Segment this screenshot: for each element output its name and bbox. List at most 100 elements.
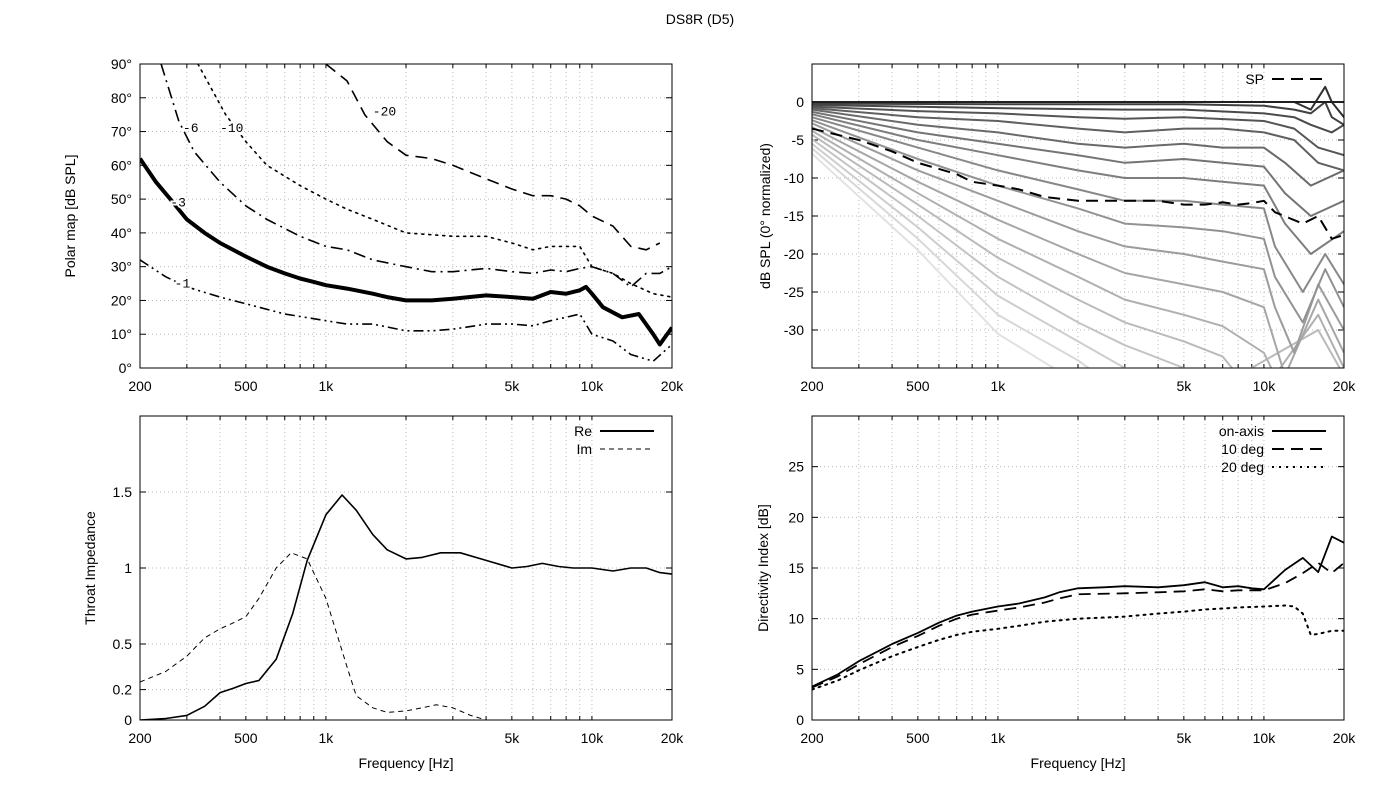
y-axis-label: Polar map [dB SPL] [62, 155, 78, 278]
x-tick-label: 500 [906, 378, 930, 394]
polar-curve-50deg [812, 119, 1344, 324]
y-tick-label: 10° [111, 326, 132, 342]
series-line-Im [140, 552, 551, 720]
y-tick-label: 40° [111, 225, 132, 241]
contour-label: -1 [175, 277, 191, 292]
plot-area [140, 64, 672, 362]
plot-frame [811, 63, 1345, 369]
y-tick-label: 70° [111, 124, 132, 140]
y-tick-label: -25 [784, 284, 804, 300]
y-tick-label: 0.2 [113, 682, 133, 698]
y-axis-label: Throat Impedance [82, 511, 98, 625]
y-tick-label: 20° [111, 292, 132, 308]
y-axis-label: Directivity Index [dB] [755, 504, 771, 632]
x-tick-label: 1k [319, 378, 335, 394]
series-line-Re [140, 494, 672, 720]
polar-curve-45deg [812, 116, 1344, 293]
polar-curve-55deg [812, 122, 1344, 354]
polar-curve-20deg [812, 105, 1344, 157]
y-tick-label: 80° [111, 90, 132, 106]
polar-curve-90deg [812, 152, 1056, 368]
x-tick-label: 10k [1253, 730, 1277, 746]
x-tick-label: 200 [128, 378, 152, 394]
x-tick-label: 5k [504, 730, 520, 746]
legend-label: 20 deg [1221, 459, 1264, 475]
chart-di: 0 5 10 15 20 25 200 500 1k 5k 10k 20k Frequency [Hz]… [755, 415, 1357, 771]
y-tick-label: 50° [111, 191, 132, 207]
x-tick-label: 20k [1333, 730, 1357, 746]
plot-area [812, 535, 1344, 691]
polar-curve-30deg [812, 108, 1344, 187]
x-tick-label: 20k [661, 730, 685, 746]
x-tick-label: 10k [581, 378, 605, 394]
x-tick-label: 500 [906, 730, 930, 746]
polar-curve-85deg [812, 147, 1091, 368]
series-line--6 [160, 64, 672, 288]
series-line-10-deg [812, 562, 1344, 689]
y-tick-label: 0.5 [113, 636, 133, 652]
x-tick-label: 200 [800, 730, 824, 746]
x-tick-label: 200 [800, 378, 824, 394]
plot-frame [811, 415, 1345, 721]
x-tick-label: 5k [1176, 378, 1192, 394]
y-tick-label: 30° [111, 259, 132, 275]
polar-curve-25deg [812, 107, 1344, 172]
series-line--3 [140, 157, 672, 347]
polar-curve-35deg [812, 110, 1344, 217]
y-tick-label: 90° [111, 56, 132, 72]
y-tick-label: -10 [784, 170, 804, 186]
y-tick-label: -30 [784, 322, 804, 338]
polar-curve-40deg [812, 113, 1344, 255]
y-tick-label: 0 [796, 712, 804, 728]
polar-curve-75deg [812, 138, 1187, 368]
legend-label: on-axis [1219, 423, 1264, 439]
series-line-SP [812, 127, 1344, 240]
x-tick-label: 5k [1176, 730, 1192, 746]
y-tick-label: 60° [111, 157, 132, 173]
plot-frame [139, 415, 673, 721]
legend-label: SP [1245, 71, 1264, 87]
chart-spl: 0 -5 -10 -15 -20 -25 -30 200 500 1k 5k 10k 20k dB SPL… [757, 63, 1357, 394]
y-tick-label: 0 [796, 94, 804, 110]
y-tick-label: 5 [796, 661, 804, 677]
polar-curve-10deg [812, 101, 1344, 126]
series-line--20 [325, 64, 661, 251]
x-tick-label: 20k [1333, 378, 1357, 394]
x-tick-label: 10k [1253, 378, 1277, 394]
y-tick-label: -5 [792, 132, 805, 148]
y-tick-label: 20 [788, 509, 804, 525]
x-tick-label: 5k [504, 378, 520, 394]
series-line-on-axis [812, 535, 1344, 688]
y-tick-label: 15 [788, 560, 804, 576]
y-tick-label: -15 [784, 208, 804, 224]
x-tick-label: 1k [991, 378, 1007, 394]
y-tick-label: 10 [788, 611, 804, 627]
x-axis-label: Frequency [Hz] [359, 755, 454, 771]
legend-label: 10 deg [1221, 441, 1264, 457]
y-axis-label: dB SPL (0° normalized) [757, 143, 773, 289]
contour-label: -20 [373, 104, 396, 119]
polar-curve-80deg [812, 143, 1128, 368]
series-line--1 [140, 259, 672, 362]
y-tick-label: 0° [119, 360, 132, 376]
plot-area [812, 85, 1344, 368]
polar-curve-15deg [812, 104, 1344, 134]
polar-curve-65deg [812, 130, 1344, 368]
legend-label: Re [574, 423, 592, 439]
y-tick-label: 0 [124, 712, 132, 728]
x-tick-label: 500 [234, 378, 258, 394]
contour-label: -6 [183, 121, 199, 136]
contour-label: -3 [170, 195, 186, 210]
x-tick-label: 1k [991, 730, 1007, 746]
y-tick-label: 1 [124, 560, 132, 576]
figure-title: DS8R (D5) [666, 11, 734, 27]
contour-label: -10 [220, 121, 243, 136]
x-tick-label: 200 [128, 730, 152, 746]
chart-polar: 0° 10° 20° 30° 40° 50° 60° 70° 80° 90° 200 500 1k 5k 1… [62, 56, 684, 394]
x-tick-label: 10k [581, 730, 605, 746]
x-axis-label: Frequency [Hz] [1031, 755, 1126, 771]
y-tick-label: 1.5 [113, 484, 133, 500]
series-line-20-deg [812, 604, 1344, 691]
x-tick-label: 500 [234, 730, 258, 746]
